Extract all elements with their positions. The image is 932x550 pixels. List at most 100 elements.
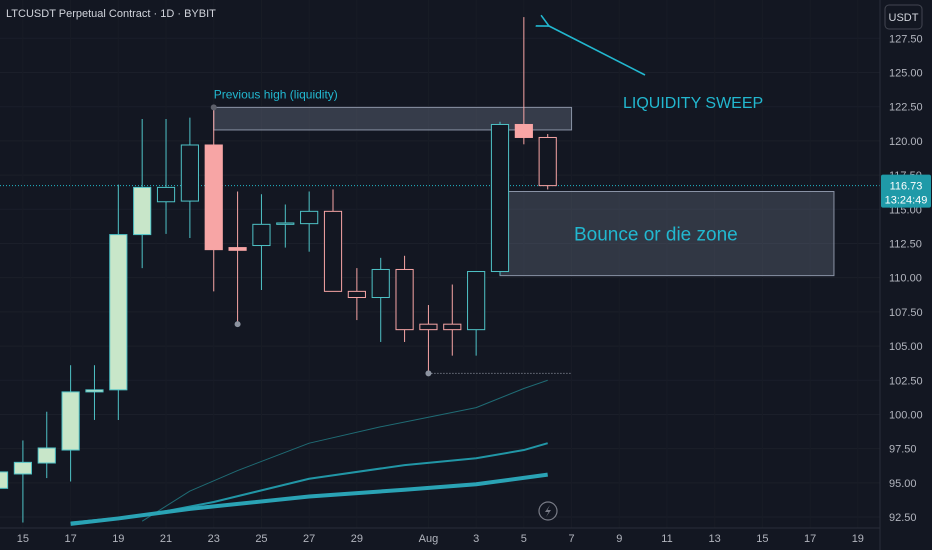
- candle: [37, 411, 56, 479]
- candle: [419, 305, 438, 374]
- candle: [228, 191, 247, 325]
- candle-body: [85, 389, 104, 393]
- x-tick-label: 9: [616, 533, 622, 545]
- candle: [371, 257, 390, 342]
- candle-body: [419, 323, 438, 331]
- candle-body: [109, 234, 128, 391]
- grid: [0, 0, 880, 528]
- candle: [443, 284, 462, 356]
- candle: [347, 268, 366, 321]
- previous-high-dot: [210, 104, 217, 111]
- x-tick-label: 15: [17, 533, 29, 545]
- candle: [156, 119, 176, 234]
- candle-body: [467, 271, 486, 331]
- y-tick-label: 100.00: [889, 409, 923, 421]
- candle: [109, 184, 128, 420]
- moving-average: [70, 472, 548, 526]
- candle-body: [490, 123, 510, 273]
- x-tick-label: 21: [160, 533, 172, 545]
- x-tick-label: 15: [756, 533, 768, 545]
- last-price-box: [881, 174, 931, 208]
- candle-body: [443, 323, 462, 331]
- candle: [538, 134, 557, 190]
- candle: [490, 121, 510, 275]
- zone-label: Bounce or die zone: [574, 225, 738, 246]
- candle-body: [13, 461, 32, 475]
- candle-body: [37, 447, 56, 464]
- candle: [13, 440, 32, 523]
- candle-body: [61, 391, 80, 451]
- candle-body: [395, 268, 414, 331]
- candle: [467, 271, 486, 356]
- candle: [514, 17, 533, 145]
- candle: [61, 365, 80, 482]
- x-tick-label: 19: [112, 533, 124, 545]
- moving-average: [141, 379, 548, 522]
- candle-body: [276, 222, 295, 225]
- y-tick-label: 105.00: [889, 341, 923, 353]
- candle: [252, 194, 271, 290]
- x-tick-label: 5: [521, 533, 527, 545]
- candle-body: [300, 210, 319, 225]
- x-tick-label: 27: [303, 533, 315, 545]
- plot-area: Previous high (liquidity) Bounce or die z…: [0, 17, 880, 526]
- candle: [323, 189, 343, 292]
- y-tick-label: 125.00: [889, 67, 923, 79]
- candle: [204, 107, 223, 292]
- candle: [180, 117, 199, 239]
- candle-body: [371, 268, 390, 299]
- x-tick-label: 29: [351, 533, 363, 545]
- countdown-label: 13:24:49: [885, 195, 928, 207]
- candle: [133, 119, 152, 269]
- y-tick-label: 92.50: [889, 512, 917, 524]
- candle: [395, 255, 414, 342]
- x-tick-label: 7: [568, 533, 574, 545]
- currency-button[interactable]: [884, 4, 923, 30]
- previous-high-label: Previous high (liquidity): [214, 87, 338, 101]
- x-tick-label: 23: [208, 533, 220, 545]
- candle-body: [323, 210, 343, 292]
- last-price-label: 116.73: [890, 181, 923, 193]
- x-tick-label: 3: [473, 533, 479, 545]
- y-tick-label: 95.00: [889, 478, 917, 490]
- candle-body: [180, 144, 199, 202]
- x-tick-label: 19: [852, 533, 864, 545]
- x-tick-label: 13: [709, 533, 721, 545]
- candle-body: [514, 123, 533, 138]
- candle-body: [538, 136, 557, 187]
- x-tick-label: 11: [661, 533, 672, 545]
- candle-body: [204, 144, 223, 251]
- candle: [276, 204, 295, 248]
- candle: [85, 365, 104, 420]
- y-tick-label: 97.50: [889, 444, 917, 456]
- y-tick-label: 110.00: [889, 273, 922, 285]
- y-tick-label: 102.50: [889, 375, 923, 387]
- y-tick-label: 120.00: [889, 136, 923, 148]
- candle-body: [252, 223, 271, 247]
- currency-label: USDT: [889, 12, 919, 24]
- candle-body: [156, 186, 176, 203]
- axes: 92.50 95.00 97.50 100.00 102.50 105.00 107.50 1…: [17, 33, 931, 545]
- low-marker-dot: [425, 370, 432, 377]
- x-tick-label: Aug: [419, 533, 439, 545]
- alert-icon[interactable]: [538, 501, 558, 521]
- swing-low-dot: [234, 321, 241, 328]
- chart-title: LTCUSDT Perpetual Contract · 1D · BYBIT: [6, 8, 216, 20]
- x-tick-label: 17: [804, 533, 816, 545]
- sweep-arrow: [549, 26, 646, 76]
- y-tick-label: 112.50: [889, 238, 922, 250]
- candle-body: [0, 471, 9, 489]
- candle: [300, 191, 319, 252]
- y-tick-label: 107.50: [889, 307, 923, 319]
- bounce-zone: [499, 191, 835, 277]
- candle-body: [228, 247, 247, 251]
- y-tick-label: 127.50: [889, 33, 923, 45]
- candle-body: [347, 290, 366, 299]
- x-tick-label: 17: [64, 533, 76, 545]
- sweep-label: LIQUIDITY SWEEP: [623, 95, 763, 112]
- y-tick-label: 122.50: [889, 102, 923, 114]
- x-tick-label: 25: [255, 533, 267, 545]
- candle: [0, 471, 9, 489]
